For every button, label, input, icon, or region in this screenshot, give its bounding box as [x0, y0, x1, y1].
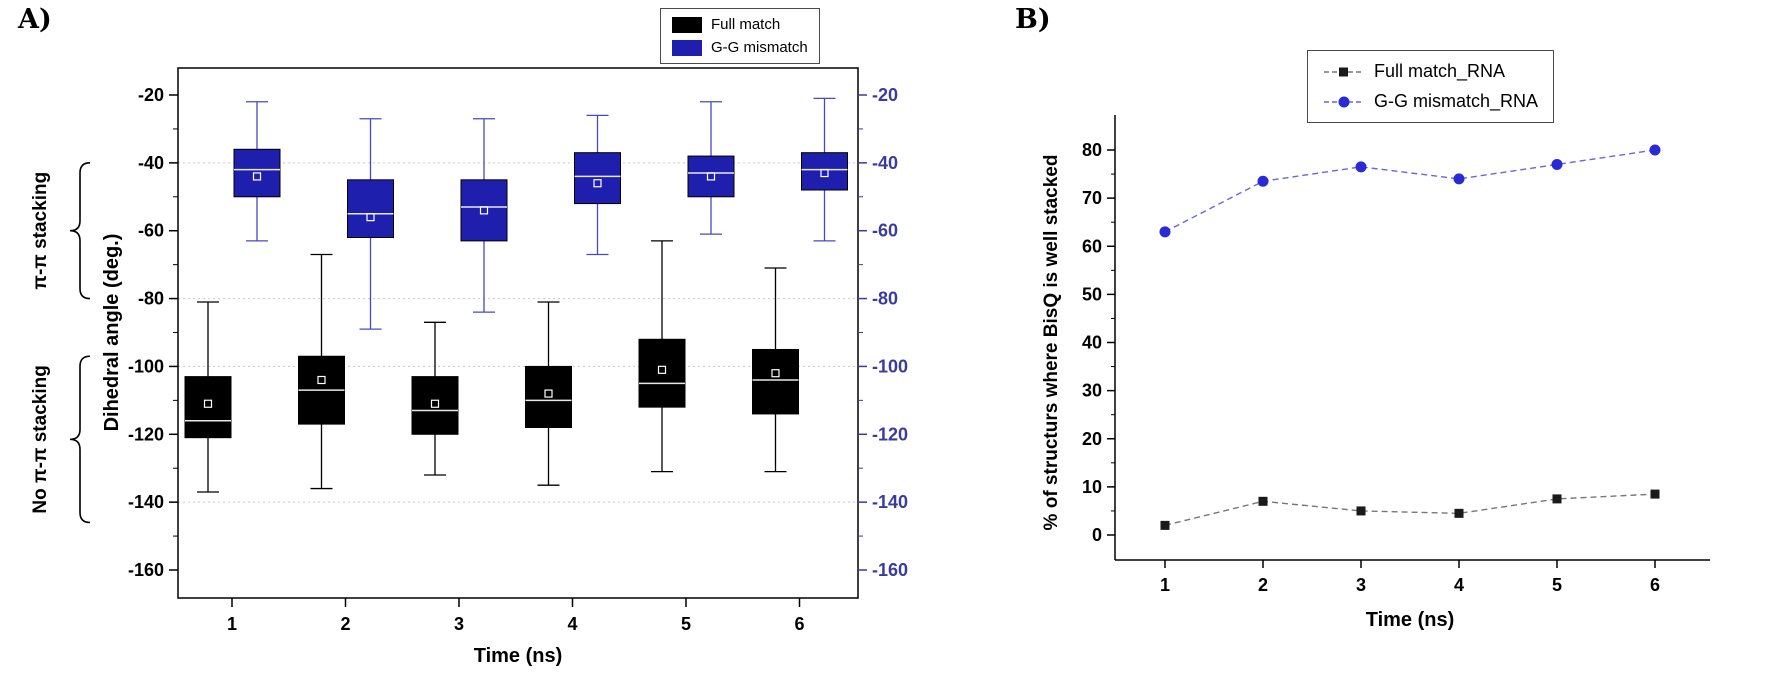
- svg-text:No π-π stacking: No π-π stacking: [30, 365, 51, 513]
- svg-text:-40: -40: [872, 153, 898, 173]
- legend-item-full-match-rna: Full match_RNA: [1323, 61, 1538, 82]
- svg-text:-40: -40: [138, 153, 164, 173]
- svg-text:3: 3: [454, 614, 464, 634]
- svg-text:Dihedral angle (deg.): Dihedral angle (deg.): [101, 234, 123, 432]
- svg-text:% of structurs where BisQ is w: % of structurs where BisQ is well stacke…: [1041, 155, 1062, 531]
- svg-text:80: 80: [1082, 140, 1102, 160]
- svg-text:π-π stacking: π-π stacking: [30, 172, 51, 290]
- svg-text:1: 1: [227, 614, 237, 634]
- svg-text:50: 50: [1082, 284, 1102, 304]
- svg-text:6: 6: [794, 614, 804, 634]
- boxplot-chart: -20 -20 -40 -40 -60 -60 -80 -80 -100 -100 -120 -120…: [30, 67, 908, 667]
- svg-text:-160: -160: [128, 560, 164, 580]
- panel-b: B) 0 10 20 30 40 50 60 70 80 1 2 3 4 5 6 % of structurs…: [920, 0, 1766, 689]
- svg-text:10: 10: [1082, 477, 1102, 497]
- legend-label-gg-mismatch: G-G mismatch: [711, 39, 808, 56]
- svg-text:3: 3: [1356, 575, 1366, 595]
- svg-text:-20: -20: [138, 85, 164, 105]
- circle-marker-icon: [1324, 96, 1364, 107]
- svg-text:-120: -120: [128, 424, 164, 444]
- line-chart: 0 10 20 30 40 50 60 70 80 1 2 3 4 5 6 % of structurs wh…: [1041, 115, 1710, 631]
- svg-text:-60: -60: [872, 221, 898, 241]
- svg-text:-140: -140: [872, 492, 908, 512]
- square-marker-icon: [1324, 67, 1364, 76]
- gg-mismatch-swatch-icon: [672, 39, 702, 56]
- panel-a-legend: Full match G-G mismatch: [660, 8, 820, 64]
- svg-text:-80: -80: [872, 289, 898, 309]
- svg-text:-80: -80: [138, 289, 164, 309]
- svg-text:5: 5: [1552, 575, 1562, 595]
- panel-a: A) -20 -20 -40 -40 -60 -60 -80 -80 -100 -100 -120-…: [18, 4, 908, 667]
- full-match-swatch-icon: [672, 16, 702, 33]
- svg-text:4: 4: [1454, 575, 1464, 595]
- svg-text:-100: -100: [128, 356, 164, 376]
- legend-item-gg-mismatch: G-G mismatch: [672, 39, 808, 56]
- legend-label-full-match: Full match: [711, 16, 781, 33]
- legend-label-gg-mismatch-rna: G-G mismatch_RNA: [1374, 91, 1539, 111]
- svg-text:-20: -20: [872, 85, 898, 105]
- panel-b-label: B): [1015, 4, 1051, 35]
- svg-text:-100: -100: [872, 356, 908, 376]
- panel-b-legend: Full match_RNA G-G mismatch_RNA: [1307, 50, 1555, 123]
- svg-text:60: 60: [1082, 236, 1102, 256]
- svg-text:1: 1: [1160, 575, 1170, 595]
- svg-text:-120: -120: [872, 424, 908, 444]
- svg-text:4: 4: [567, 614, 577, 634]
- svg-text:2: 2: [1258, 575, 1268, 595]
- svg-text:40: 40: [1082, 333, 1102, 353]
- svg-text:-60: -60: [138, 221, 164, 241]
- legend-item-gg-mismatch-rna: G-G mismatch_RNA: [1323, 91, 1538, 112]
- panel-a-label: A): [18, 4, 52, 35]
- svg-text:6: 6: [1650, 575, 1660, 595]
- svg-text:5: 5: [681, 614, 691, 634]
- svg-text:20: 20: [1082, 429, 1102, 449]
- svg-text:2: 2: [340, 614, 350, 634]
- svg-text:30: 30: [1082, 381, 1102, 401]
- legend-label-full-match-rna: Full match_RNA: [1374, 61, 1506, 81]
- svg-text:Time (ns): Time (ns): [474, 645, 563, 667]
- svg-text:70: 70: [1082, 188, 1102, 208]
- svg-text:-160: -160: [872, 560, 908, 580]
- svg-text:-140: -140: [128, 492, 164, 512]
- svg-text:Time (ns): Time (ns): [1366, 609, 1455, 631]
- legend-item-full-match: Full match: [672, 16, 808, 33]
- svg-text:0: 0: [1092, 525, 1102, 545]
